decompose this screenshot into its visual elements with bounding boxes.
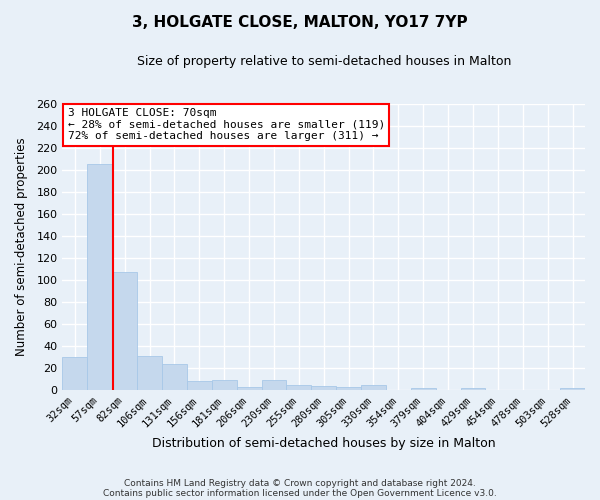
Bar <box>311 386 336 390</box>
Bar <box>411 388 436 390</box>
Bar <box>88 164 112 390</box>
Title: Size of property relative to semi-detached houses in Malton: Size of property relative to semi-detach… <box>137 55 511 68</box>
Bar <box>461 388 485 390</box>
Bar <box>262 380 286 390</box>
Bar <box>162 364 187 390</box>
Bar <box>187 382 212 390</box>
Text: Contains public sector information licensed under the Open Government Licence v3: Contains public sector information licen… <box>103 488 497 498</box>
Bar <box>137 356 162 390</box>
X-axis label: Distribution of semi-detached houses by size in Malton: Distribution of semi-detached houses by … <box>152 437 496 450</box>
Bar <box>112 272 137 390</box>
Y-axis label: Number of semi-detached properties: Number of semi-detached properties <box>15 138 28 356</box>
Bar <box>560 388 585 390</box>
Bar <box>286 384 311 390</box>
Bar <box>212 380 236 390</box>
Bar <box>236 387 262 390</box>
Bar <box>62 357 88 390</box>
Bar <box>361 384 386 390</box>
Text: Contains HM Land Registry data © Crown copyright and database right 2024.: Contains HM Land Registry data © Crown c… <box>124 478 476 488</box>
Text: 3, HOLGATE CLOSE, MALTON, YO17 7YP: 3, HOLGATE CLOSE, MALTON, YO17 7YP <box>132 15 468 30</box>
Bar <box>336 387 361 390</box>
Text: 3 HOLGATE CLOSE: 70sqm
← 28% of semi-detached houses are smaller (119)
72% of se: 3 HOLGATE CLOSE: 70sqm ← 28% of semi-det… <box>68 108 385 142</box>
